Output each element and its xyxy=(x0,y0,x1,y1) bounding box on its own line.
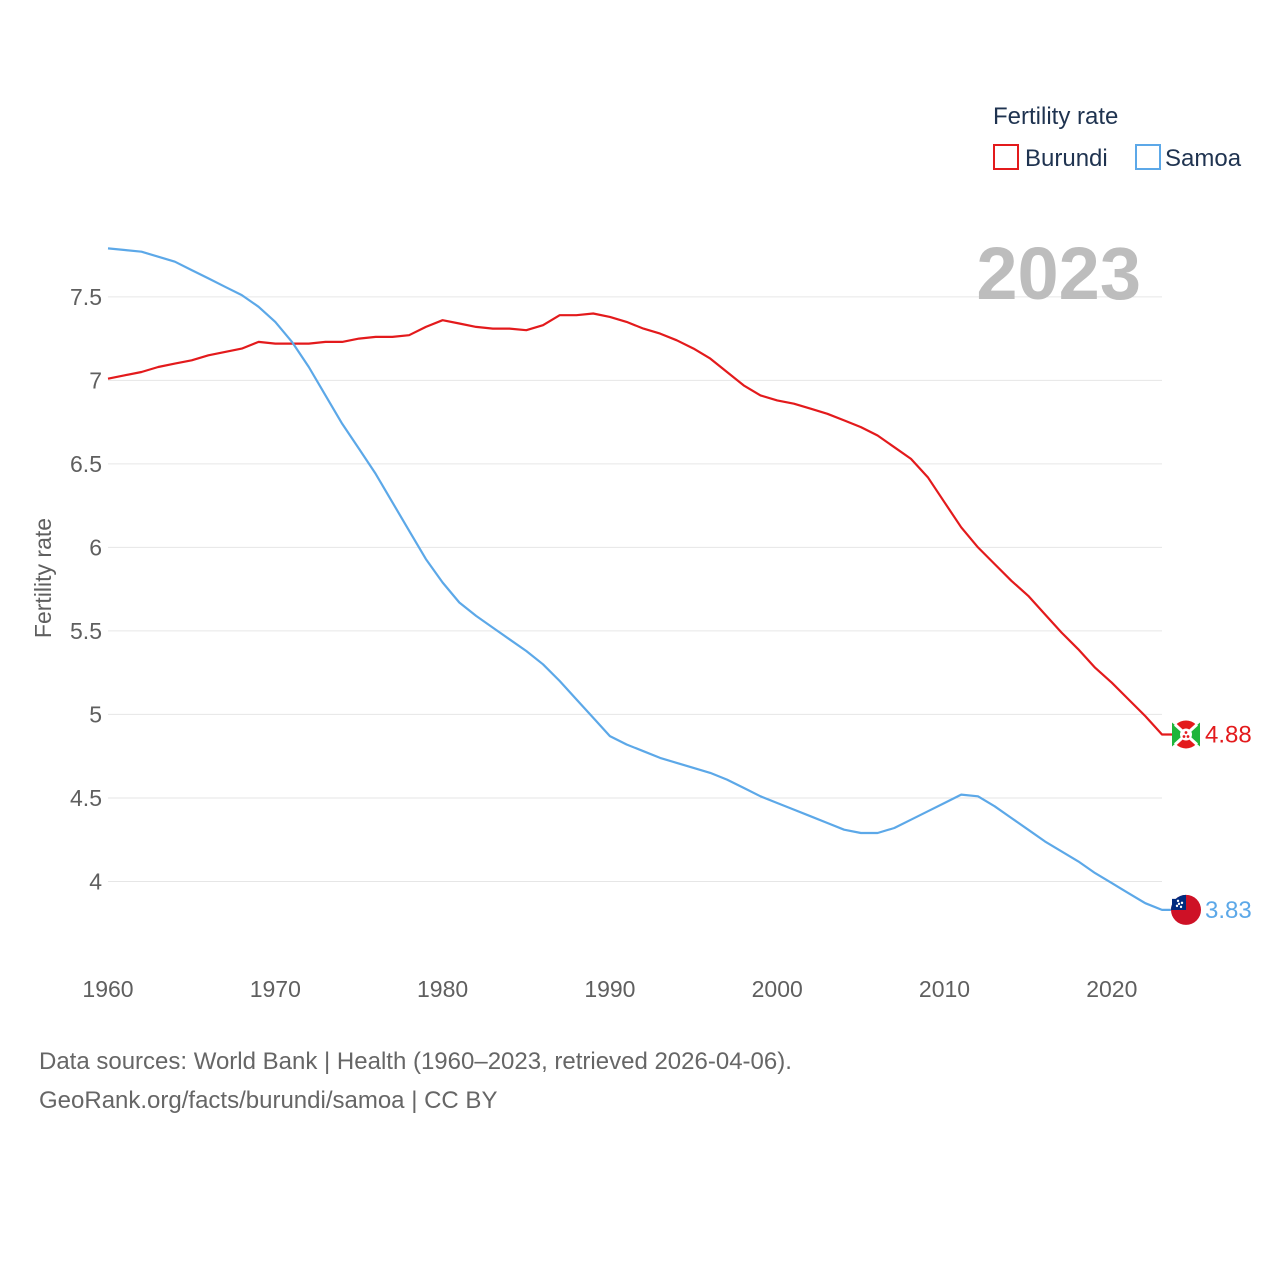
source-line: Data sources: World Bank | Health (1960–… xyxy=(39,1048,792,1075)
y-tick-label: 4.5 xyxy=(70,785,102,811)
flag-star xyxy=(1180,901,1184,905)
series-line-samoa[interactable] xyxy=(107,247,1186,911)
y-tick-label: 7 xyxy=(89,367,102,393)
legend-swatch-samoa[interactable] xyxy=(1135,144,1161,170)
flag-disc xyxy=(1180,728,1192,741)
y-tick-label: 5 xyxy=(89,701,102,727)
flag-star xyxy=(1184,731,1188,734)
x-tick-label: 2020 xyxy=(1086,976,1137,1002)
x-tick-label: 1970 xyxy=(250,976,301,1002)
x-tick-label: 2000 xyxy=(752,976,803,1002)
y-tick-label: 7.5 xyxy=(70,284,102,310)
attribution-line: GeoRank.org/facts/burundi/samoa | CC BY xyxy=(39,1087,498,1114)
legend: Fertility rate Burundi Samoa xyxy=(993,103,1242,172)
legend-label-burundi[interactable]: Burundi xyxy=(1025,145,1108,172)
flag-star xyxy=(1186,735,1190,738)
x-tick-label: 1960 xyxy=(82,976,133,1002)
legend-label-samoa[interactable]: Samoa xyxy=(1165,145,1242,172)
samoa-flag-icon xyxy=(1171,894,1201,925)
gridlines xyxy=(108,296,1162,882)
y-tick-label: 5.5 xyxy=(70,618,102,644)
series-line-burundi[interactable] xyxy=(107,312,1186,736)
series-lines xyxy=(107,247,1186,911)
x-tick-label: 2010 xyxy=(919,976,970,1002)
source-note: Data sources: World Bank | Health (1960–… xyxy=(39,1042,792,1120)
end-value-label-burundi: 4.88 xyxy=(1205,721,1252,748)
flag-star xyxy=(1179,905,1183,909)
end-value-label-samoa: 3.83 xyxy=(1205,897,1252,924)
year-label: 2023 xyxy=(976,232,1141,315)
flag-star xyxy=(1182,735,1186,738)
burundi-flag-icon xyxy=(1172,720,1200,749)
x-axis-ticks: 1960 1970 1980 1990 2000 2010 2020 xyxy=(82,976,1137,1002)
flag-star xyxy=(1177,902,1181,906)
legend-swatch-burundi[interactable] xyxy=(993,144,1019,170)
y-tick-label: 4 xyxy=(89,868,102,894)
y-tick-label: 6.5 xyxy=(70,451,102,477)
legend-title: Fertility rate xyxy=(993,103,1118,130)
flag-star xyxy=(1176,899,1180,903)
x-tick-label: 1980 xyxy=(417,976,468,1002)
flag-green-left xyxy=(1172,722,1186,747)
y-axis-label: Fertility rate xyxy=(30,518,56,638)
y-axis-ticks: 4 4.5 5 5.5 6 6.5 7 7.5 xyxy=(70,284,102,895)
x-tick-label: 1990 xyxy=(584,976,635,1002)
series-end-markers: 4.88 3.83 xyxy=(1171,720,1252,925)
flag-green-right xyxy=(1186,722,1200,747)
y-tick-label: 6 xyxy=(89,534,102,560)
flag-star xyxy=(1175,904,1179,908)
